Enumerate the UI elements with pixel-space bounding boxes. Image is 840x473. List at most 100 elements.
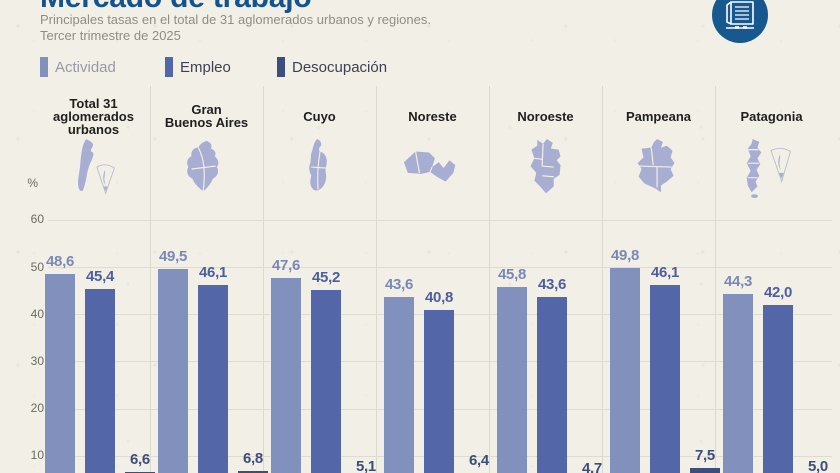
bar-value-label: 44,3: [724, 272, 752, 290]
legend-label: Desocupación: [292, 58, 388, 76]
legend-label: Actividad: [55, 58, 116, 76]
bar-value-label: 42,0: [764, 283, 792, 301]
map-cuyo-icon: [263, 134, 376, 204]
legend-swatch-desocupacion: [277, 57, 285, 77]
page-title: Mercado de trabajo: [40, 0, 312, 13]
column-header: Gran Buenos Aires: [146, 94, 267, 138]
bar-empleo-1: [198, 285, 228, 473]
column-noroeste: Noroeste: [489, 86, 602, 473]
column-cuyo: Cuyo: [263, 86, 376, 473]
column-header: Total 31 aglomerados urbanos: [33, 94, 154, 138]
map-patagonia-icon: [715, 134, 828, 204]
bar-empleo-3: [424, 310, 454, 473]
period-label: Tercer trimestre de 2025: [40, 28, 181, 43]
bar-actividad-6: [723, 293, 753, 473]
column-divider: [376, 86, 377, 473]
column-header: Noroeste: [485, 94, 606, 138]
column-header-line: Buenos Aires: [164, 115, 249, 130]
column-divider: [602, 86, 603, 473]
column-header-line: Noroeste: [517, 108, 574, 124]
column-divider: [263, 86, 264, 473]
bar-actividad-4: [497, 286, 527, 473]
legend-swatch-empleo: [165, 57, 173, 77]
column-total-31-aglomerados: Total 31 aglomerados urbanos: [37, 86, 150, 473]
column-divider: [715, 86, 716, 473]
bar-value-label: 6,6: [130, 450, 150, 468]
y-tick-label: 50: [30, 259, 44, 274]
column-pampeana: Pampeana: [602, 86, 715, 473]
bar-value-label: 6,4: [469, 451, 489, 469]
subtitle-block: Principales tasas en el total de 31 aglo…: [40, 12, 431, 44]
legend-item-desocupacion: Desocupación: [277, 56, 387, 78]
column-header-line: Noreste: [408, 108, 457, 124]
bar-value-label: 7,5: [695, 446, 715, 464]
bar-value-label: 46,1: [199, 264, 227, 282]
bar-empleo-6: [763, 304, 793, 473]
bar-actividad-1: [158, 269, 188, 473]
bar-empleo-4: [537, 297, 567, 473]
bar-value-label: 43,6: [385, 276, 413, 294]
legend-label: Empleo: [180, 58, 231, 76]
bar-value-label: 48,6: [46, 252, 74, 270]
y-tick-label: 20: [30, 401, 44, 416]
map-gba-icon: [150, 134, 263, 204]
column-header-line: Patagonia: [740, 108, 803, 124]
bar-value-label: 43,6: [538, 276, 566, 294]
bar-empleo-5: [650, 285, 680, 473]
bar-actividad-0: [45, 273, 75, 473]
newspaper-icon: [726, 1, 754, 29]
bar-actividad-3: [384, 297, 414, 473]
bar-actividad-5: [610, 267, 640, 473]
column-header-line: Total 31: [69, 95, 118, 111]
bar-value-label: 49,5: [159, 248, 187, 266]
y-tick-label: 60: [30, 212, 44, 227]
column-header: Noreste: [372, 94, 493, 138]
bar-value-label: 45,4: [86, 267, 114, 285]
y-tick-label: 30: [30, 353, 44, 368]
legend-item-empleo: Empleo: [165, 56, 231, 78]
bar-value-label: 46,1: [651, 264, 679, 282]
column-divider: [489, 86, 490, 473]
bar-value-label: 40,8: [425, 289, 453, 307]
bar-desocupación-1: [238, 470, 268, 473]
bar-empleo-2: [311, 289, 341, 473]
column-divider: [150, 86, 151, 473]
y-tick-label: 10: [30, 448, 44, 463]
subtitle: Principales tasas en el total de 31 aglo…: [40, 12, 431, 27]
legend-swatch-actividad: [40, 57, 48, 77]
bar-desocupación-0: [125, 471, 155, 473]
column-header-line: Pampeana: [625, 108, 692, 124]
gridline: [48, 219, 832, 221]
column-patagonia: Patagonia: [715, 86, 828, 473]
column-gran-buenos-aires: Gran Buenos Aires: [150, 86, 263, 473]
bar-actividad-2: [271, 278, 301, 473]
news-outlet-logo: [712, 0, 768, 43]
bar-value-label: 5,1: [356, 457, 376, 473]
bar-value-label: 6,8: [243, 449, 263, 467]
column-header-line: Gran: [191, 102, 222, 117]
map-total31-icon: [37, 134, 150, 204]
gridline: [48, 267, 832, 268]
bar-value-label: 45,8: [498, 265, 526, 283]
y-axis-unit: %: [27, 176, 38, 190]
column-header: Cuyo: [259, 94, 380, 138]
column-header-line: urbanos: [67, 121, 120, 137]
legend: Actividad Empleo Desocupación: [0, 56, 840, 78]
bar-value-label: 5,0: [808, 458, 828, 473]
column-header-line: aglomerados: [53, 108, 134, 124]
map-noreste-icon: [376, 134, 489, 204]
bar-value-label: 4,7: [582, 459, 602, 473]
bar-value-label: 45,2: [312, 268, 340, 286]
bar-value-label: 47,6: [272, 257, 300, 275]
bar-desocupación-5: [690, 467, 720, 473]
column-header: Patagonia: [711, 94, 832, 138]
map-noroeste-icon: [489, 134, 602, 204]
column-noreste: Noreste: [376, 86, 489, 473]
bar-empleo-0: [85, 288, 115, 473]
y-tick-label: 40: [30, 306, 44, 321]
column-header-line: Cuyo: [303, 108, 336, 124]
column-header: Pampeana: [598, 94, 719, 138]
legend-item-actividad: Actividad: [40, 56, 116, 78]
bar-value-label: 49,8: [611, 246, 639, 264]
